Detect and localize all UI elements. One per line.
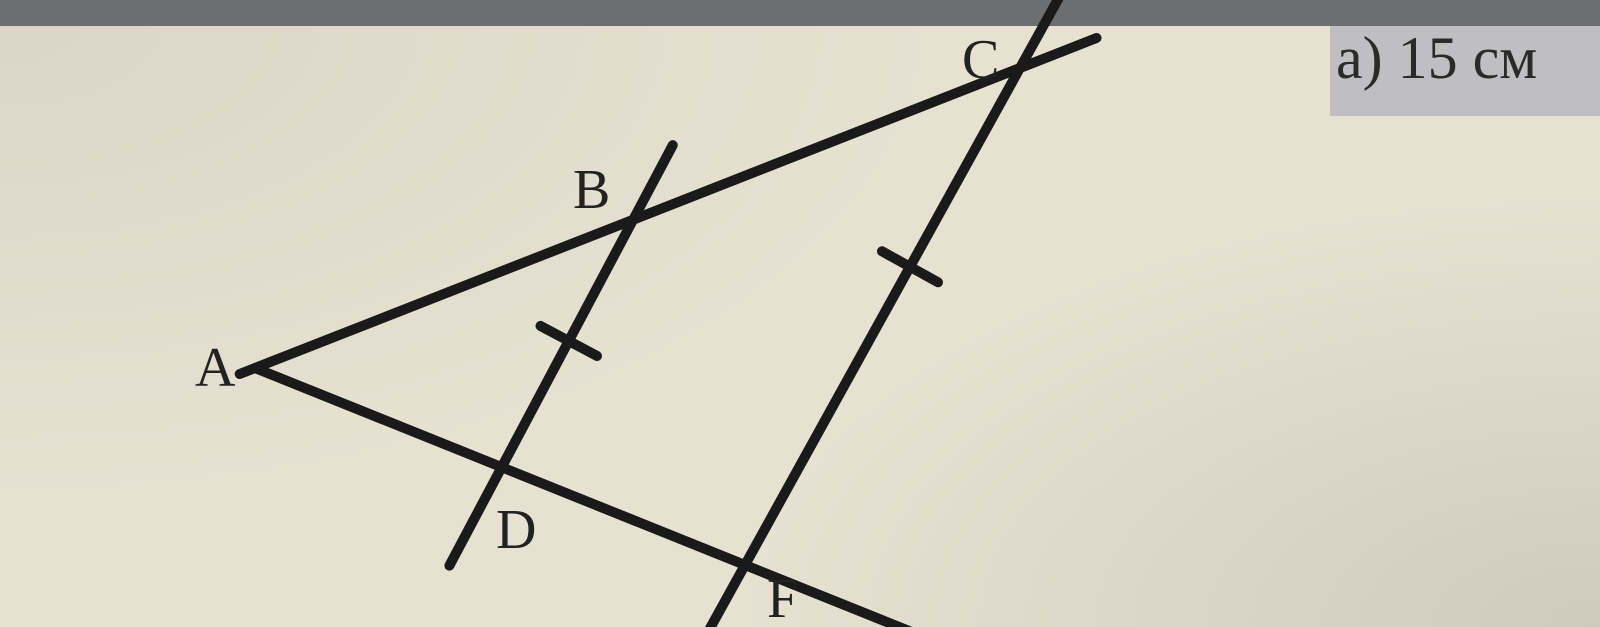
point-label-F: F <box>767 568 798 627</box>
parallel-tick-marks <box>540 251 938 356</box>
line-A-F <box>255 368 1064 627</box>
line-B-D <box>449 145 672 565</box>
line-C-F <box>707 0 1059 627</box>
tick-C-F <box>882 251 938 282</box>
point-label-D: D <box>496 499 536 561</box>
geometry-diagram: A B C D F <box>0 0 1600 627</box>
diagram-lines <box>240 0 1097 627</box>
point-label-A: A <box>195 337 236 399</box>
point-label-B: B <box>573 159 610 221</box>
page-root: а) 15 см ABCDF <box>0 0 1600 627</box>
point-label-C: C <box>962 29 999 91</box>
